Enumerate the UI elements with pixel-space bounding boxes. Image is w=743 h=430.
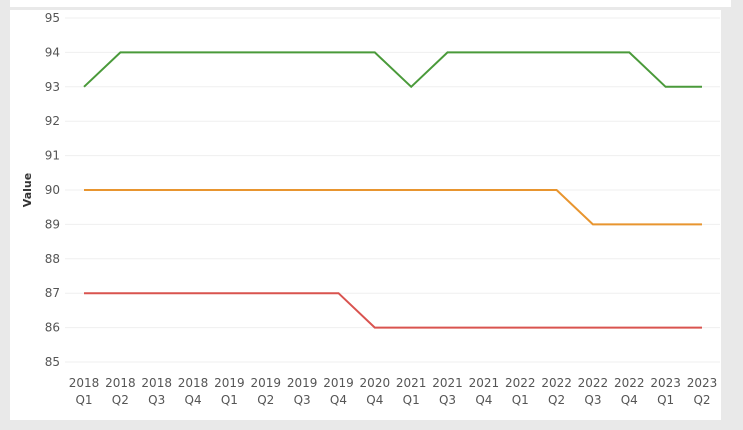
x-tick-quarter-label: Q2	[548, 393, 565, 407]
x-tick-quarter-label: Q1	[403, 393, 420, 407]
x-tick-year-label: 2018	[178, 376, 209, 390]
series-line-2	[84, 189, 702, 226]
x-tick-year-label: 2018	[141, 376, 172, 390]
x-tick-quarter-label: Q4	[366, 393, 383, 407]
y-tick-label: 89	[45, 217, 60, 231]
x-tick-quarter-label: Q1	[512, 393, 529, 407]
y-axis-title: Value	[21, 173, 34, 207]
x-tick-year-label: 2021	[432, 376, 463, 390]
x-tick-year-label: 2019	[250, 376, 281, 390]
x-tick-year-label: 2022	[505, 376, 536, 390]
x-tick-quarter-label: Q3	[439, 393, 456, 407]
series-line-3	[84, 292, 702, 329]
y-tick-label: 92	[45, 114, 60, 128]
x-tick-quarter-label: Q2	[693, 393, 710, 407]
x-tick-year-label: 2019	[214, 376, 245, 390]
series-lines	[83, 51, 702, 329]
y-tick-label: 87	[45, 286, 60, 300]
y-tick-label: 88	[45, 252, 60, 266]
series-line-1	[83, 51, 702, 89]
x-tick-year-label: 2018	[105, 376, 136, 390]
x-tick-year-label: 2023	[650, 376, 681, 390]
x-tick-year-label: 2018	[69, 376, 100, 390]
x-tick-quarter-label: Q4	[330, 393, 347, 407]
x-tick-quarter-label: Q1	[221, 393, 238, 407]
x-tick-year-label: 2022	[614, 376, 645, 390]
x-tick-quarter-label: Q3	[148, 393, 165, 407]
y-tick-label: 90	[45, 183, 60, 197]
y-tick-label: 94	[45, 45, 60, 59]
x-tick-year-label: 2019	[323, 376, 354, 390]
x-tick-year-label: 2023	[687, 376, 718, 390]
x-tick-year-label: 2022	[541, 376, 572, 390]
y-tick-label: 86	[45, 321, 60, 335]
x-tick-year-label: 2019	[287, 376, 318, 390]
x-tick-year-label: 2021	[396, 376, 427, 390]
x-tick-quarter-label: Q3	[584, 393, 601, 407]
x-tick-quarter-label: Q2	[112, 393, 129, 407]
x-tick-year-label: 2022	[578, 376, 609, 390]
x-tick-quarter-label: Q4	[621, 393, 638, 407]
x-tick-quarter-label: Q3	[294, 393, 311, 407]
y-tick-label: 85	[45, 355, 60, 369]
x-tick-quarter-label: Q1	[75, 393, 92, 407]
chart-panel	[10, 10, 721, 420]
x-tick-year-label: 2021	[469, 376, 500, 390]
y-tick-label: 93	[45, 80, 60, 94]
y-tick-label: 95	[45, 11, 60, 25]
x-tick-year-label: 2020	[360, 376, 391, 390]
top-panel-strip	[10, 0, 731, 7]
x-tick-quarter-label: Q2	[257, 393, 274, 407]
x-tick-quarter-label: Q1	[657, 393, 674, 407]
y-tick-label: 91	[45, 149, 60, 163]
y-axis-ticks: 85 86 87 88 89 90 91 92 93 94 95	[45, 11, 60, 369]
x-axis-ticks: 2018 Q1 2018 Q2 2018 Q3 2018 Q4 2019 Q1 2019 Q2 2019…	[69, 376, 718, 407]
x-tick-quarter-label: Q4	[475, 393, 492, 407]
x-tick-quarter-label: Q4	[185, 393, 202, 407]
